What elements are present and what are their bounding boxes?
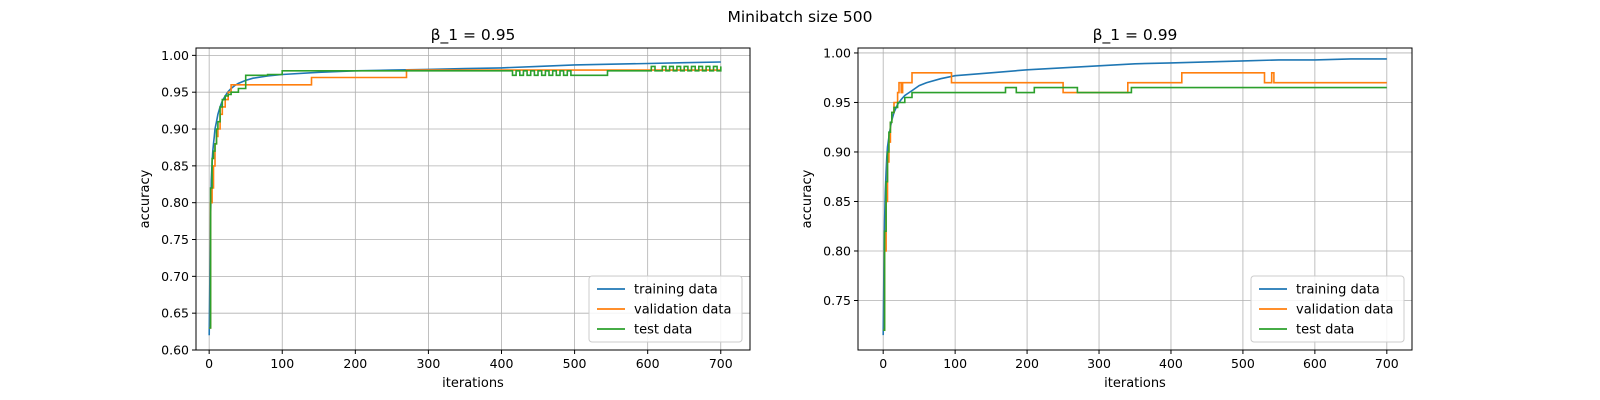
chart1-xtick-label-1: 100 (943, 356, 967, 371)
chart0-ytick-label-4: 0.80 (161, 195, 189, 210)
chart0-ytick-label-5: 0.85 (161, 158, 189, 173)
subplot-beta-0-95: 0 100 200 300 400 500 600 700 0.60 0.65 0.70 0.75 0.… (138, 26, 751, 391)
chart0-ytick-label-6: 0.90 (161, 122, 189, 137)
chart1-series-2-line (883, 86, 1387, 331)
chart1-legend-label-1: validation data (1296, 303, 1393, 318)
chart0-xlabel: iterations (442, 376, 504, 391)
chart0-xtick-label-5: 500 (563, 356, 587, 371)
chart0-ytick-label-3: 0.75 (161, 232, 189, 247)
chart1-ytick-label-2: 0.85 (823, 194, 851, 209)
chart1-xtick-label-6: 600 (1303, 356, 1327, 371)
figure-suptitle: Minibatch size 500 (727, 8, 872, 26)
chart1-xlabel: iterations (1104, 376, 1166, 391)
chart1-xtick-label-7: 700 (1375, 356, 1399, 371)
chart1-xtick-label-4: 400 (1159, 356, 1183, 371)
chart0-xtick-label-6: 600 (636, 356, 660, 371)
chart0-legend-label-2: test data (634, 323, 692, 338)
chart0-ytick-label-8: 1.00 (161, 48, 189, 63)
chart0-legend-label-1: validation data (634, 303, 731, 318)
chart0-ytick-label-7: 0.95 (161, 85, 189, 100)
chart1-title: β_1 = 0.99 (1093, 26, 1178, 45)
chart1-series-1-line (883, 72, 1387, 331)
chart1-ylabel: accuracy (800, 169, 815, 228)
chart0-series-2-line (209, 65, 722, 329)
chart0-ytick-label-1: 0.65 (161, 306, 189, 321)
chart0-xtick-label-3: 300 (416, 356, 440, 371)
chart1-frame (857, 47, 1413, 351)
chart0-legend: training data validation data test data (588, 275, 743, 343)
chart1-ytick-label-4: 0.95 (823, 95, 851, 110)
chart0-xtick-label-2: 200 (343, 356, 367, 371)
chart1-legend-label-2: test data (1296, 323, 1354, 338)
chart1-xtick-label-0: 0 (879, 356, 887, 371)
chart0-xtick-label-0: 0 (205, 356, 213, 371)
chart0-xtick-label-4: 400 (490, 356, 514, 371)
chart1-ytick-label-3: 0.90 (823, 144, 851, 159)
chart0-frame (195, 47, 751, 351)
chart1-xtick-label-5: 500 (1231, 356, 1255, 371)
chart1-ytick-label-1: 0.80 (823, 243, 851, 258)
chart1-legend-box (1250, 275, 1405, 343)
chart0-ylabel: accuracy (138, 169, 153, 228)
chart1-xtick-label-3: 300 (1087, 356, 1111, 371)
chart0-legend-label-0: training data (634, 283, 718, 298)
chart0-xtick-label-1: 100 (270, 356, 294, 371)
chart0-series-1-line (209, 69, 721, 329)
chart1-ytick-label-0: 0.75 (823, 293, 851, 308)
chart1-legend: training data validation data test data (1250, 275, 1405, 343)
subplot-beta-0-99: 0 100 200 300 400 500 600 700 0.75 0.80 0.85 0.90 0.… (800, 26, 1413, 391)
chart0-title: β_1 = 0.95 (431, 26, 516, 45)
chart0-xtick-label-7: 700 (709, 356, 733, 371)
chart0-ytick-label-0: 0.60 (161, 343, 189, 358)
chart0-legend-box (588, 275, 743, 343)
chart1-xtick-label-2: 200 (1015, 356, 1039, 371)
chart1-ytick-label-5: 1.00 (823, 45, 851, 60)
chart1-legend-label-0: training data (1296, 283, 1380, 298)
chart0-ytick-label-2: 0.70 (161, 269, 189, 284)
